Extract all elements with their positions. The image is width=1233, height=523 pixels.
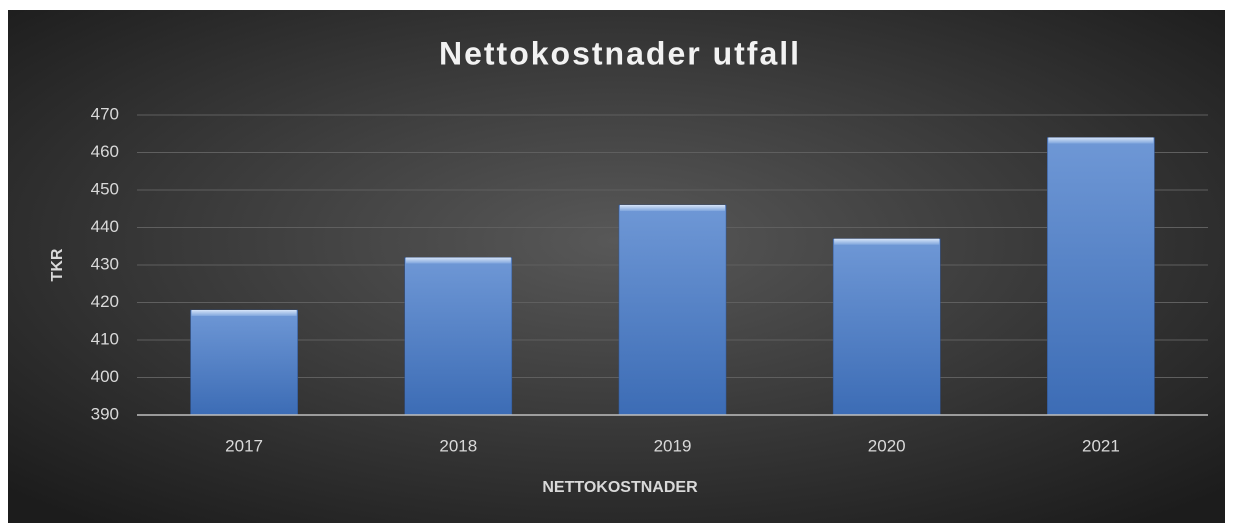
x-tick-label: 2017: [225, 436, 263, 455]
bar: [832, 238, 941, 416]
y-tick-label: 400: [91, 367, 119, 386]
x-tick-label: 2021: [1082, 436, 1120, 455]
y-tick-label: 390: [91, 404, 119, 423]
chart-title: Nettokostnader utfall: [439, 35, 801, 71]
x-axis-title: NETTOKOSTNADER: [542, 479, 698, 496]
y-tick-label: 420: [91, 292, 119, 311]
bar-group: [618, 204, 727, 416]
y-tick-label: 410: [91, 329, 119, 348]
bar-cap: [834, 238, 940, 245]
bar: [618, 204, 727, 416]
bar-group: [404, 257, 513, 416]
bar-cap: [191, 310, 297, 316]
bar: [190, 309, 298, 416]
chart-background: [8, 10, 1225, 523]
bar-cap: [619, 205, 726, 211]
y-tick-label: 470: [91, 104, 119, 123]
bar-cap: [1048, 137, 1154, 144]
y-tick-label: 440: [91, 217, 119, 236]
bar: [404, 257, 513, 416]
y-axis-title: TKR: [49, 248, 66, 281]
bar: [1047, 137, 1155, 416]
y-tick-label: 450: [91, 179, 119, 198]
y-tick-label: 430: [91, 254, 119, 273]
bar-group: [190, 309, 298, 416]
x-tick-label: 2019: [654, 436, 692, 455]
x-tick-label: 2018: [439, 436, 477, 455]
bar-group: [832, 238, 941, 416]
bar-cap: [405, 257, 511, 264]
y-tick-label: 460: [91, 142, 119, 161]
bar-group: [1047, 137, 1155, 416]
x-tick-label: 2020: [868, 436, 906, 455]
